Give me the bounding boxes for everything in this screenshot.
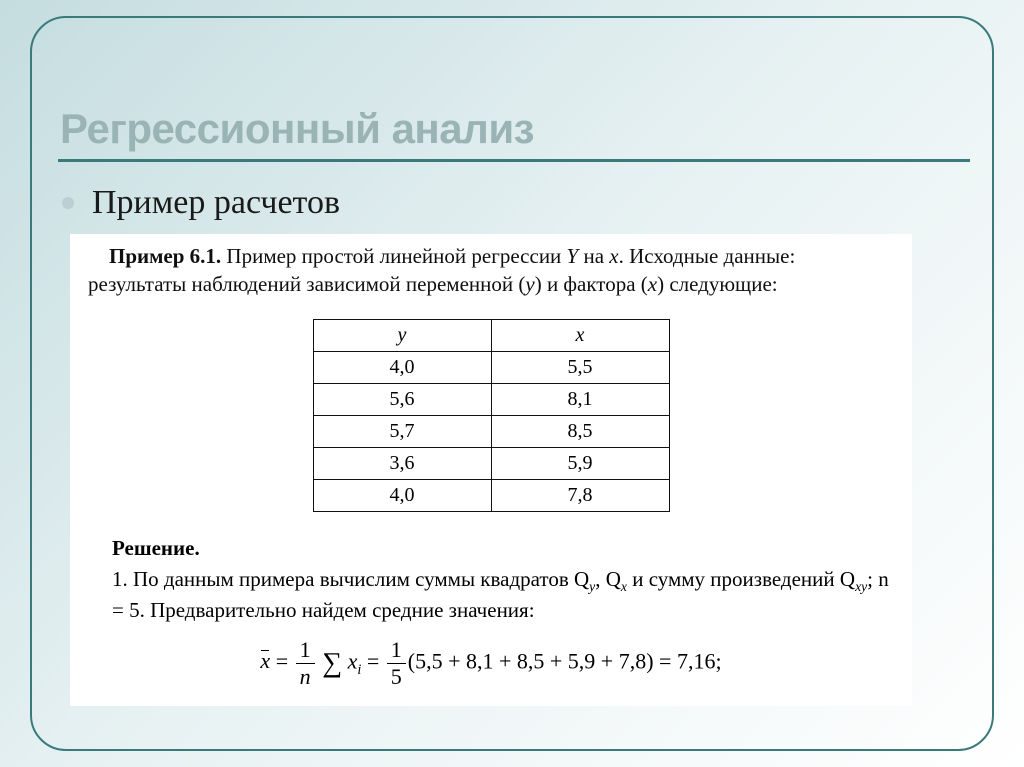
bullet-icon <box>62 197 74 209</box>
cell: 5,9 <box>491 447 669 479</box>
table-row: 4,0 7,8 <box>313 479 669 511</box>
table-row: 4,0 5,5 <box>313 351 669 383</box>
var-x: x <box>609 244 618 268</box>
example-paragraph: Пример 6.1. Пример простой линейной регр… <box>88 242 894 299</box>
cell: 4,0 <box>313 479 491 511</box>
col-y: y <box>313 319 491 351</box>
subtitle-row: Пример расчетов <box>62 184 964 222</box>
table-row: 5,6 8,1 <box>313 383 669 415</box>
cell: 8,1 <box>491 383 669 415</box>
fraction-1: 1n <box>296 639 315 688</box>
mean-formula: x = 1n ∑ xi = 15(5,5 + 8,1 + 8,5 + 5,9 +… <box>88 639 894 688</box>
cell: 3,6 <box>313 447 491 479</box>
txt: ) и фактора ( <box>535 272 648 296</box>
title-underline <box>58 159 970 162</box>
paren-text: (5,5 + 8,1 + 8,5 + 5,9 + 7,8) = 7,16; <box>408 648 722 673</box>
Qx: Q <box>606 567 621 591</box>
cell: 5,5 <box>491 351 669 383</box>
txt: ; <box>867 567 878 591</box>
den: 5 <box>387 664 406 688</box>
txt: на <box>578 244 609 268</box>
cell: 5,6 <box>313 383 491 415</box>
slide-content: Регрессионный анализ Пример расчетов При… <box>60 0 964 706</box>
txt: 1. По данным примера вычислим суммы квад… <box>112 567 574 591</box>
fraction-2: 15 <box>387 639 406 688</box>
table-row: 5,7 8,5 <box>313 415 669 447</box>
txt: = 5. Предварительно найдем средние значе… <box>112 598 535 622</box>
den: n <box>296 664 315 688</box>
title-block: Регрессионный анализ <box>60 105 964 162</box>
table-row: 3,6 5,9 <box>313 447 669 479</box>
cell: 4,0 <box>313 351 491 383</box>
example-area: Пример 6.1. Пример простой линейной регр… <box>70 234 912 706</box>
Qy: Q <box>574 567 589 591</box>
cell: 5,7 <box>313 415 491 447</box>
num: 1 <box>387 639 406 664</box>
col-x: x <box>491 319 669 351</box>
cell: 7,8 <box>491 479 669 511</box>
txt: , <box>595 567 606 591</box>
var-x2: x <box>648 272 657 296</box>
xi: x <box>348 648 358 673</box>
txt: ) следующие: <box>657 272 778 296</box>
var-Y: Y <box>567 244 579 268</box>
slide-title: Регрессионный анализ <box>60 105 964 153</box>
eq: = <box>270 648 293 673</box>
var-y: y <box>525 272 534 296</box>
data-table: y x 4,0 5,5 5,6 8,1 5,7 8,5 3,6 5,9 4,0 … <box>313 319 670 512</box>
n-var: n <box>878 567 889 591</box>
txt: и сумму про­изведений <box>627 567 840 591</box>
example-lead: Пример 6.1. <box>109 244 221 268</box>
Qxy-sub: xy <box>855 579 867 594</box>
Qxy: Q <box>840 567 855 591</box>
sum-icon: ∑ <box>322 647 342 678</box>
subtitle: Пример расчетов <box>92 184 340 222</box>
cell: 8,5 <box>491 415 669 447</box>
x-bar: x <box>260 648 270 674</box>
table-header-row: y x <box>313 319 669 351</box>
txt: Пример простой линейной регрессии <box>221 244 566 268</box>
solution-paragraph: 1. По данным примера вычислим суммы квад… <box>112 565 894 625</box>
solution-label: Решение. <box>112 536 894 561</box>
eq: = <box>361 648 384 673</box>
num: 1 <box>296 639 315 664</box>
